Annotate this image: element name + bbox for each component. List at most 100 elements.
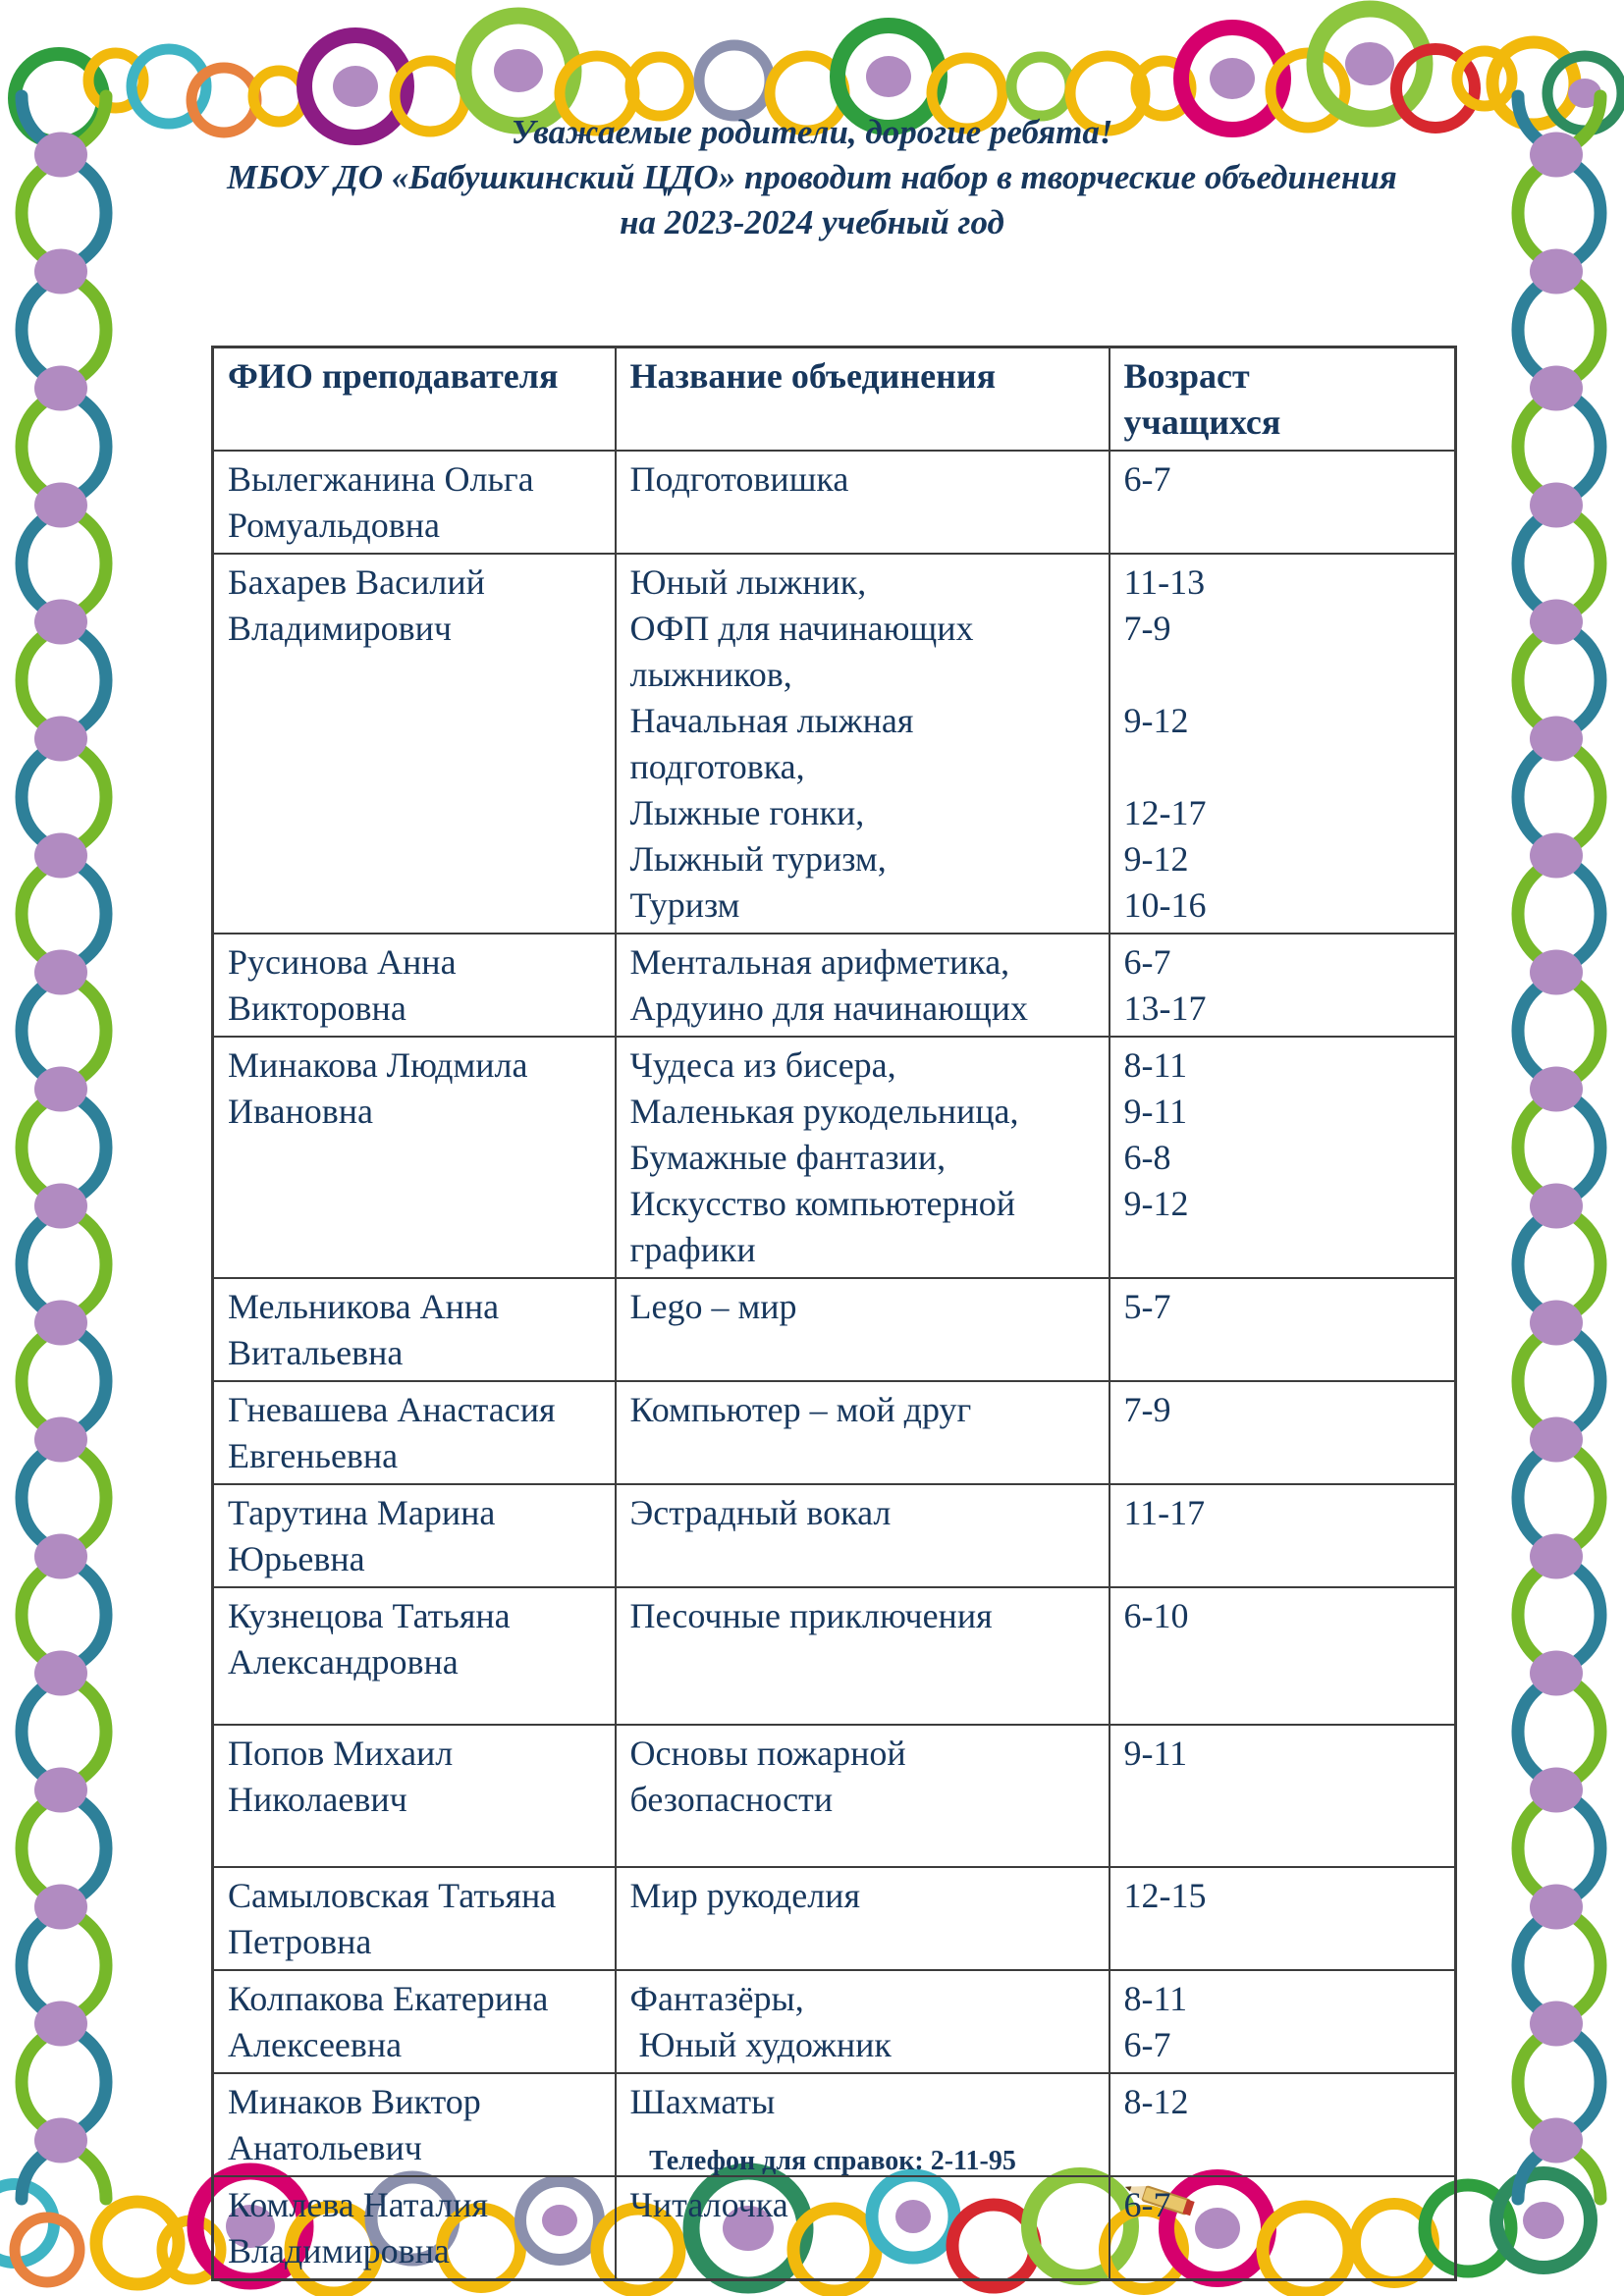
decor-dot [34, 2117, 87, 2163]
decor-dot [34, 716, 87, 762]
cell-teacher: Минакова Людмила Ивановна [211, 1036, 617, 1279]
phone-note: Телефон для справок: 2-11-95 [649, 2146, 1016, 2176]
cell-teacher: Мельникова Анна Витальевна [211, 1277, 617, 1382]
table-row: Бахарев Василий Владимирович Юный лыжник,… [211, 553, 1457, 934]
header-row: ФИО преподавателя Название объединения В… [211, 346, 1457, 452]
decor-ring [89, 2195, 186, 2291]
decor-dot [1530, 599, 1583, 645]
cell-associations: Компьютер – мой друг [614, 1380, 1110, 1485]
decor-dot [1210, 58, 1255, 99]
decor-dot [34, 832, 87, 879]
cell-teacher: Тарутина Марина Юрьевна [211, 1483, 617, 1588]
decor-dot [1530, 1066, 1583, 1112]
cell-associations: Lego – мир [614, 1277, 1110, 1382]
decor-dot [34, 1533, 87, 1579]
cell-ages: 9-11 [1108, 1724, 1457, 1868]
cell-associations: Мир рукоделия [614, 1866, 1110, 1971]
cell-teacher: Бахарев Василий Владимирович [211, 553, 617, 934]
table-row: Самыловская Татьяна Петровна Мир рукодели… [211, 1866, 1457, 1971]
cell-ages: 8-11 9-11 6-8 9-12 [1108, 1036, 1457, 1279]
cell-ages: 6-7 [1108, 450, 1457, 555]
table-row: Вылегжанина Ольга Ромуальдовна Подготовиш… [211, 450, 1457, 555]
cell-associations: Шахматы [614, 2072, 1110, 2177]
cell-teacher: Самыловская Татьяна Петровна [211, 1866, 617, 1971]
decor-ring [1306, 0, 1434, 128]
decor-helix-strand [15, 89, 113, 2206]
decor-dot [1530, 949, 1583, 995]
table-row: Минакова Людмила Ивановна Чудеса из бисер… [211, 1036, 1457, 1279]
decor-dot [1530, 1416, 1583, 1463]
table-body: Вылегжанина Ольга Ромуальдовна Подготовиш… [211, 450, 1457, 2281]
table-row: Комлева Наталия Владимировна Читалочка 6-7 [211, 2175, 1457, 2281]
cell-associations: Подготовишка [614, 450, 1110, 555]
cell-associations: Юный лыжник, ОФП для начинающих лыжников… [614, 553, 1110, 934]
cell-ages: 11-17 [1108, 1483, 1457, 1588]
table-row: Гневашева Анастасия Евгеньевна Компьютер … [211, 1380, 1457, 1485]
cell-ages: 6-7 [1108, 2175, 1457, 2281]
cell-associations: Чудеса из бисера, Маленькая рукодельница… [614, 1036, 1110, 1279]
decor-helix-strand [1511, 89, 1607, 2206]
decor-dot [1568, 79, 1601, 108]
decor-dot [333, 66, 378, 107]
decor-dot [1530, 1650, 1583, 1696]
table-row: Тарутина Марина Юрьевна Эстрадный вокал 11… [211, 1483, 1457, 1588]
cell-teacher: Кузнецова Татьяна Александровна [211, 1586, 617, 1726]
table-row: Минаков Виктор Анатольевич Шахматы 8-12 [211, 2072, 1457, 2177]
table-row: Кузнецова Татьяна Александровна Песочные … [211, 1586, 1457, 1726]
cell-teacher: Вылегжанина Ольга Ромуальдовна [211, 450, 617, 555]
decor-dot [1530, 482, 1583, 528]
decor-ring [1542, 50, 1624, 136]
cell-associations: Эстрадный вокал [614, 1483, 1110, 1588]
column-header-association: Название объединения [614, 346, 1110, 452]
cell-ages: 8-11 6-7 [1108, 1969, 1457, 2074]
decor-dot [1530, 1767, 1583, 1813]
decor-dot [34, 2001, 87, 2047]
cell-ages: 7-9 [1108, 1380, 1457, 1485]
decor-ring [1005, 51, 1076, 122]
decor-dot [1530, 365, 1583, 411]
cell-teacher: Колпакова Екатерина Алексеевна [211, 1969, 617, 2074]
decor-ring [693, 39, 776, 122]
cell-ages: 8-12 [1108, 2072, 1457, 2177]
cell-teacher: Попов Михаил Николаевич [211, 1724, 617, 1868]
decor-dot [1530, 832, 1583, 879]
decor-dot [1530, 716, 1583, 762]
decor-dot [34, 1300, 87, 1346]
decor-ring [9, 2212, 85, 2288]
page-title-line-1: Уважаемые родители, дорогие ребята! [511, 113, 1113, 151]
decor-dot [34, 1767, 87, 1813]
decor-dot [1530, 1533, 1583, 1579]
table-row: Попов Михаил Николаевич Основы пожарной б… [211, 1724, 1457, 1868]
decor-dot [34, 365, 87, 411]
decor-dot [1530, 248, 1583, 294]
cell-teacher: Комлева Наталия Владимировна [211, 2175, 617, 2281]
decor-dot [34, 949, 87, 995]
decor-dot [494, 49, 543, 92]
cell-teacher: Минаков Виктор Анатольевич [211, 2072, 617, 2177]
decor-ring [82, 47, 149, 114]
schedule-table: ФИО преподавателя Название объединения В… [211, 346, 1457, 2281]
decor-ring [1130, 55, 1197, 122]
decor-helix-strand [1511, 89, 1607, 2206]
decor-ring [0, 2178, 60, 2269]
decor-dot [1530, 2001, 1583, 2047]
decor-dot [34, 1183, 87, 1229]
cell-associations: Ментальная арифметика, Ардуино для начин… [614, 933, 1110, 1038]
cell-ages: 11-13 7-9 9-12 12-17 9-12 10-16 [1108, 553, 1457, 934]
decor-dot [34, 1416, 87, 1463]
decor-dot [34, 1884, 87, 1930]
page-title-line-3: на 2023-2024 учебный год [620, 203, 1004, 241]
decor-helix-strand [15, 89, 113, 2206]
decor-ring [624, 51, 695, 122]
table-row: Колпакова Екатерина Алексеевна Фантазёры,… [211, 1969, 1457, 2074]
decor-dot [34, 599, 87, 645]
decor-dot [34, 248, 87, 294]
decor-dot [1530, 1300, 1583, 1346]
column-header-age: Возраст учащихся [1108, 346, 1457, 452]
decor-ring [1489, 2166, 1597, 2274]
decor-dot [34, 1066, 87, 1112]
decor-dot [1530, 2117, 1583, 2163]
page-title: Уважаемые родители, дорогие ребята! МБОУ… [69, 110, 1555, 245]
cell-associations: Песочные приключения [614, 1586, 1110, 1726]
